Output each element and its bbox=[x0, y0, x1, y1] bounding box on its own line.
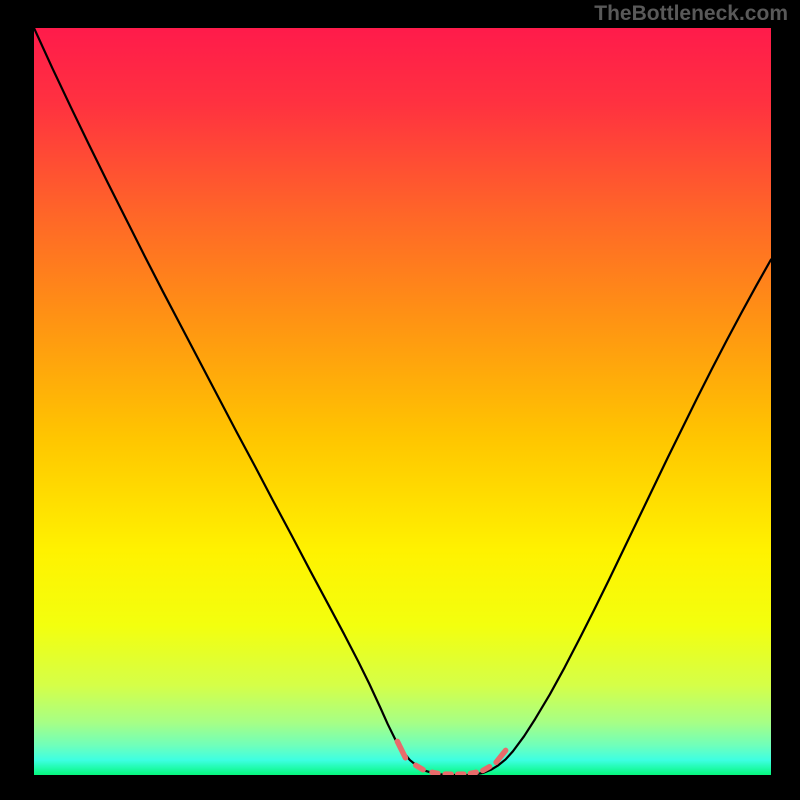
watermark-text: TheBottleneck.com bbox=[594, 2, 788, 26]
trough-tick bbox=[416, 765, 423, 769]
trough-tick bbox=[470, 772, 476, 773]
gradient-background bbox=[34, 28, 771, 775]
chart-frame: TheBottleneck.com bbox=[0, 0, 800, 800]
trough-tick bbox=[483, 767, 490, 771]
bottleneck-plot bbox=[34, 28, 771, 775]
trough-tick bbox=[432, 772, 438, 773]
